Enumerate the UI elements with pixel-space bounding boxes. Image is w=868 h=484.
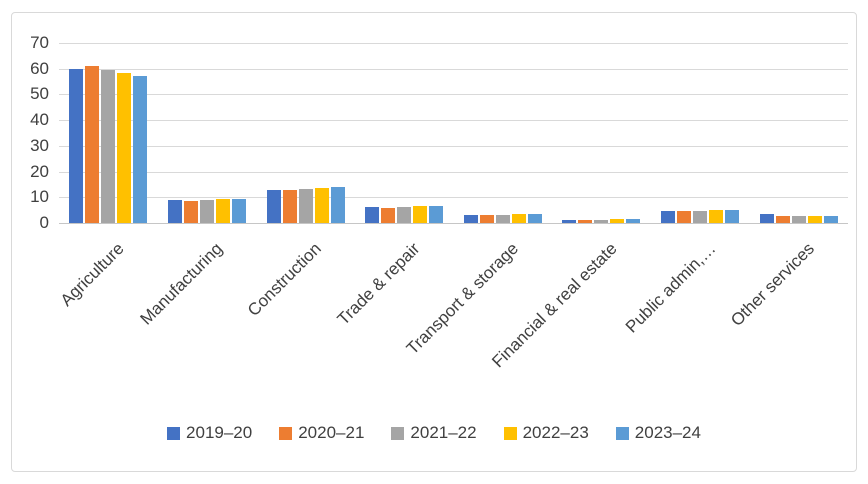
bar-series-3-category-1	[215, 199, 230, 223]
legend-item: 2019–20	[167, 423, 252, 443]
plot-area	[59, 43, 848, 224]
legend-item: 2020–21	[279, 423, 364, 443]
bar-series-0-category-2	[266, 189, 281, 223]
legend-label: 2022–23	[522, 423, 589, 442]
y-axis-tick-labels: 0 10 20 30 40 50 60 70	[12, 13, 49, 471]
gridline	[59, 145, 848, 147]
bar-series-2-category-4	[495, 214, 510, 223]
y-tick-label: 30	[30, 135, 49, 155]
bar-series-0-category-6	[661, 211, 676, 223]
x-axis-line	[59, 223, 848, 224]
x-category-label: Public admin,…	[621, 239, 720, 337]
bar-group	[552, 43, 651, 223]
bar-series-3-category-2	[314, 188, 329, 223]
bar-series-1-category-5	[578, 219, 593, 223]
bar-series-3-category-7	[807, 215, 822, 223]
y-tick-label: 60	[30, 58, 49, 78]
y-tick-label: 20	[30, 161, 49, 181]
legend-swatch-icon	[391, 426, 405, 440]
x-category-label: Manufacturing	[136, 239, 227, 329]
bar-series-3-category-0	[117, 72, 132, 223]
x-category-label: Construction	[244, 239, 325, 320]
legend-swatch-icon	[615, 426, 629, 440]
gridline	[59, 68, 848, 70]
bar-group	[454, 43, 553, 223]
legend-label: 2023–24	[634, 423, 701, 442]
bar-series-3-category-5	[610, 219, 625, 223]
gridline	[59, 171, 848, 173]
bar-series-2-category-5	[594, 219, 609, 223]
legend-label: 2020–21	[298, 423, 365, 442]
bar-series-1-category-3	[381, 207, 396, 223]
legend: 2019–20 2020–21 2021–22 2022–23 2023–24	[12, 421, 856, 445]
bar-series-0-category-0	[69, 68, 84, 223]
bar-series-2-category-7	[791, 216, 806, 223]
bar-series-4-category-5	[626, 218, 641, 223]
legend-swatch-icon	[503, 426, 517, 440]
bar-group	[749, 43, 848, 223]
bar-series-4-category-1	[231, 198, 246, 223]
bar-groups-layer	[59, 43, 848, 223]
bar-series-0-category-1	[167, 200, 182, 223]
bar-series-1-category-0	[85, 66, 100, 223]
legend-label: 2021–22	[410, 423, 477, 442]
bar-series-4-category-0	[133, 76, 148, 223]
bar-series-4-category-3	[429, 205, 444, 223]
x-category-label: Trade & repair	[333, 239, 424, 329]
bar-series-0-category-3	[365, 207, 380, 223]
gridline	[59, 94, 848, 96]
bar-series-3-category-3	[413, 206, 428, 223]
bar-series-4-category-7	[823, 216, 838, 223]
y-tick-label: 10	[30, 187, 49, 207]
bar-group	[256, 43, 355, 223]
x-category-label: Agriculture	[56, 239, 128, 310]
bar-series-0-category-7	[759, 213, 774, 223]
bar-group	[59, 43, 158, 223]
bar-group	[355, 43, 454, 223]
bar-series-3-category-4	[511, 214, 526, 223]
bar-series-4-category-6	[725, 209, 740, 223]
gridline	[59, 197, 848, 199]
legend-label: 2019–20	[186, 423, 253, 442]
bar-series-1-category-2	[282, 190, 297, 223]
legend-swatch-icon	[167, 426, 181, 440]
bar-series-4-category-4	[527, 214, 542, 223]
bar-series-2-category-0	[101, 70, 116, 223]
bar-series-1-category-7	[775, 215, 790, 223]
x-category-label: Other services	[727, 239, 819, 330]
legend-item: 2022–23	[503, 423, 589, 443]
y-tick-label: 70	[30, 33, 49, 52]
bar-series-2-category-6	[693, 211, 708, 223]
bar-series-2-category-1	[199, 199, 214, 223]
legend-item: 2021–22	[391, 423, 477, 443]
legend-item: 2023–24	[615, 423, 701, 443]
y-tick-label: 50	[30, 84, 49, 104]
bar-series-1-category-1	[183, 200, 198, 223]
bar-series-0-category-4	[463, 215, 478, 223]
bar-series-2-category-2	[298, 188, 313, 223]
bar-series-1-category-4	[479, 214, 494, 223]
bar-series-4-category-2	[330, 187, 345, 223]
bar-series-0-category-5	[562, 219, 577, 223]
bar-series-1-category-6	[677, 211, 692, 223]
bar-series-2-category-3	[397, 206, 412, 223]
gridline	[59, 120, 848, 122]
y-tick-label: 40	[30, 110, 49, 130]
legend-swatch-icon	[279, 426, 293, 440]
chart-frame: 0 10 20 30 40 50 60 70 Agriculture Manufacturing…	[11, 12, 857, 472]
gridline	[59, 43, 848, 44]
x-axis-category-labels: Agriculture Manufacturing Construction Trad…	[12, 13, 856, 471]
y-tick-label: 0	[39, 213, 49, 232]
bar-group	[651, 43, 750, 223]
bar-group	[158, 43, 257, 223]
bar-series-3-category-6	[709, 210, 724, 223]
